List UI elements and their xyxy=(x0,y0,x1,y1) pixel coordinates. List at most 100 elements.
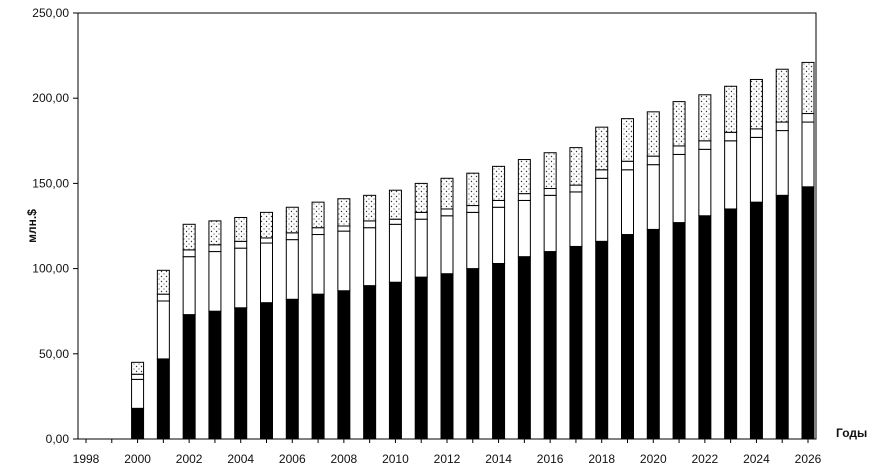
bar-segment-3 xyxy=(131,373,145,380)
bar-segment-4 xyxy=(440,177,454,210)
bar-segment-1 xyxy=(543,251,557,440)
bar-segment-2 xyxy=(698,148,712,217)
bar-segment-4 xyxy=(208,220,222,246)
bar-segment-2 xyxy=(801,121,815,188)
bar-segment-3 xyxy=(311,227,325,236)
bar-segment-4 xyxy=(311,201,325,229)
bar-segment-4 xyxy=(621,118,634,162)
bar-segment-2 xyxy=(311,234,325,295)
y-tick-label: 50,00 xyxy=(39,347,69,361)
bar-segment-2 xyxy=(749,136,763,203)
bar-segment-2 xyxy=(724,140,738,210)
bar-segment-4 xyxy=(698,94,712,142)
x-tick-label: 2010 xyxy=(382,452,409,466)
bar-segment-4 xyxy=(466,172,480,207)
bar-segment-4 xyxy=(182,223,196,251)
bar-segment-2 xyxy=(388,223,402,283)
bar-segment-2 xyxy=(621,169,634,236)
bar-segment-1 xyxy=(595,240,609,440)
bar-segment-2 xyxy=(543,194,557,253)
bar-segment-1 xyxy=(749,201,763,440)
bar-segment-1 xyxy=(182,314,196,440)
bar-segment-4 xyxy=(285,206,299,234)
bar-segment-3 xyxy=(234,240,248,249)
x-tick-label: 2004 xyxy=(227,452,254,466)
x-tick-label: 2020 xyxy=(640,452,667,466)
bar-segment-4 xyxy=(363,194,377,222)
x-tick-label: 1998 xyxy=(73,452,100,466)
bar-segment-1 xyxy=(260,302,273,440)
y-axis-label: млн.$ xyxy=(25,209,39,243)
bar-segment-2 xyxy=(285,239,299,300)
bar-segment-3 xyxy=(672,145,686,155)
bar-segment-2 xyxy=(569,191,583,247)
bar-segment-2 xyxy=(260,242,273,304)
bar-segment-4 xyxy=(646,111,660,157)
y-tick-label: 100,00 xyxy=(32,262,69,276)
bar-segment-2 xyxy=(492,206,506,264)
bar-segment-1 xyxy=(492,262,506,440)
bar-segment-4 xyxy=(569,147,583,186)
bar-segment-1 xyxy=(775,194,789,440)
bar-segment-1 xyxy=(724,208,738,440)
bar-segment-2 xyxy=(517,199,531,258)
bar-segment-3 xyxy=(801,113,815,123)
bar-segment-3 xyxy=(208,244,222,253)
bar-segment-2 xyxy=(595,177,609,242)
bar-segment-2 xyxy=(208,251,222,312)
bar-segment-1 xyxy=(311,293,325,440)
bar-segment-1 xyxy=(363,285,377,440)
x-tick-label: 2012 xyxy=(434,452,461,466)
bar-segment-2 xyxy=(414,218,428,278)
bar-segment-2 xyxy=(363,227,377,287)
bar-segment-4 xyxy=(595,126,609,171)
bar-segment-3 xyxy=(182,249,196,258)
bar-segment-3 xyxy=(749,128,763,138)
bar-segment-3 xyxy=(569,184,583,193)
bar-segment-3 xyxy=(260,237,273,244)
bar-segment-4 xyxy=(672,101,686,147)
bar-segment-1 xyxy=(131,407,145,440)
bar-segment-3 xyxy=(517,193,531,201)
bar-segment-1 xyxy=(414,276,428,440)
bar-segment-1 xyxy=(801,186,815,440)
bar-segment-4 xyxy=(775,68,789,123)
bar-segment-4 xyxy=(543,152,557,190)
bar-segment-1 xyxy=(208,310,222,440)
bar-segment-3 xyxy=(156,293,170,302)
bar-segment-2 xyxy=(234,247,248,309)
bar-segment-1 xyxy=(517,256,531,440)
bar-segment-2 xyxy=(131,378,145,409)
bar-segment-1 xyxy=(569,245,583,440)
x-tick-label: 2002 xyxy=(176,452,203,466)
bar-segment-2 xyxy=(672,153,686,224)
bar-segment-3 xyxy=(285,232,299,241)
bar-segment-1 xyxy=(440,273,454,440)
x-tick-label: 2026 xyxy=(795,452,822,466)
bar-segment-3 xyxy=(466,205,480,213)
x-tick-label: 2022 xyxy=(692,452,719,466)
bar-segment-1 xyxy=(621,234,634,440)
bars xyxy=(131,61,815,440)
bar-segment-1 xyxy=(234,307,248,440)
bar-segment-3 xyxy=(543,188,557,196)
bar-segment-3 xyxy=(363,220,377,229)
bar-segment-2 xyxy=(466,211,480,270)
x-tick-label: 2018 xyxy=(588,452,615,466)
bar-segment-3 xyxy=(775,121,789,132)
bar-segment-2 xyxy=(182,256,196,316)
bar-segment-1 xyxy=(285,298,299,440)
bar-segment-4 xyxy=(414,182,428,213)
bar-segment-4 xyxy=(260,211,273,239)
x-axis-label: Годы xyxy=(836,426,867,440)
bar-segment-4 xyxy=(724,85,738,133)
bar-segment-3 xyxy=(337,225,351,232)
x-tick-label: 2008 xyxy=(331,452,358,466)
bar-segment-2 xyxy=(440,215,454,275)
x-axis: 1998 2000 2002 2004 2006 2008 2010 2012 2014 2016… xyxy=(73,439,822,466)
bar-segment-2 xyxy=(775,130,789,196)
bar-segment-3 xyxy=(646,155,660,166)
bar-segment-4 xyxy=(517,159,531,195)
